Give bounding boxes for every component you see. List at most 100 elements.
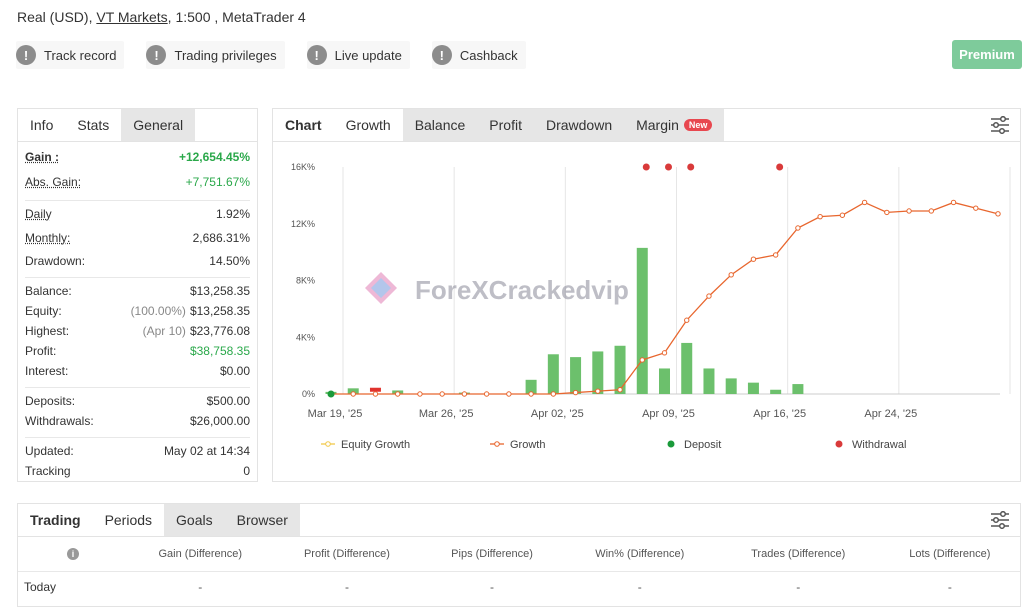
tab-margin[interactable]: Margin New (624, 109, 725, 141)
legend-label: Deposit (684, 439, 721, 451)
leverage: 1:500 (175, 9, 211, 25)
growth-point (639, 357, 645, 363)
col-lots: Lots (Difference) (879, 537, 1020, 572)
highest-label: Highest: (25, 324, 70, 338)
withdrawals-value: $26,000.00 (189, 414, 250, 428)
deposits-value: $500.00 (206, 394, 250, 408)
drawdown-value: 14.50% (209, 254, 250, 268)
withdrawal-marker (665, 163, 672, 171)
stats-list: Gain : +12,654.45% Abs. Gain: +7,751.67%… (18, 142, 257, 481)
growth-point (661, 350, 668, 356)
legend-label: Growth (510, 439, 545, 451)
tab-stats[interactable]: Stats (77, 117, 110, 133)
drawdown-label: Drawdown: (25, 254, 86, 268)
cashback-button[interactable]: ! Cashback (431, 41, 526, 69)
balance-label: Balance: (25, 284, 72, 298)
abs-gain-label[interactable]: Abs. Gain: (25, 175, 82, 189)
interest-label: Interest: (25, 364, 69, 378)
profit-row: Profit: $38,758.35 (25, 341, 250, 361)
deposits-row: Deposits: $500.00 (25, 391, 250, 411)
equity-note: (100.00%) (130, 304, 186, 318)
tab-general[interactable]: General (121, 109, 196, 141)
profit-bar (703, 368, 715, 394)
equity-label: Equity: (25, 304, 62, 318)
tab-growth[interactable]: Growth (345, 117, 391, 133)
growth-point (417, 391, 423, 397)
equity-amount: $13,258.35 (189, 304, 250, 318)
chart-tabs: Chart Growth Balance Profit Drawdown Mar… (273, 109, 1020, 142)
monthly-label[interactable]: Monthly: (25, 231, 71, 245)
profit-bar (747, 382, 759, 394)
watermark: ForeXCrackedvip (365, 272, 629, 305)
growth-point (395, 391, 401, 397)
gain-label[interactable]: Gain : (25, 150, 60, 164)
abs-gain-row: Abs. Gain: +7,751.67% (25, 172, 250, 192)
trading-panel: Trading Periods Goals Browser i Gain (Di… (17, 503, 1021, 607)
growth-point (884, 209, 890, 216)
daily-value: 1.92% (215, 207, 250, 221)
profit-label: Profit: (25, 344, 57, 358)
profit-bar (770, 389, 782, 394)
trading-tabs: Trading Periods Goals Browser (18, 504, 1020, 537)
profit-bar (347, 388, 359, 394)
growth-point (839, 212, 846, 218)
info-header: i (18, 537, 128, 572)
platform: MetaTrader 4 (222, 9, 306, 25)
growth-point (772, 252, 779, 258)
legend-swatch-point (325, 441, 331, 447)
divider (25, 277, 250, 278)
col-gain: Gain (Difference) (128, 537, 273, 572)
interest-row: Interest: $0.00 (25, 361, 250, 381)
premium-button[interactable]: Premium (952, 40, 1022, 69)
growth-chart[interactable]: 0% 4K% 8K% 12K% 16K% Mar 19, '25 Mar 26, '25 Ap… (273, 142, 1020, 481)
legend-swatch (835, 440, 843, 448)
profit-bar (614, 345, 626, 394)
tab-balance[interactable]: Balance (402, 109, 478, 141)
growth-point (750, 256, 757, 262)
x-tick-label: Apr 24, '25 (864, 408, 917, 420)
tab-periods[interactable]: Periods (104, 512, 153, 528)
account-summary: Real (USD), VT Markets, 1:500 , MetaTrad… (17, 9, 306, 25)
broker-link[interactable]: VT Markets (96, 9, 168, 25)
tab-margin-label: Margin (636, 117, 679, 133)
growth-point (684, 317, 690, 323)
live-update-button[interactable]: ! Live update (306, 41, 410, 69)
exclamation-icon: ! (16, 45, 36, 65)
exclamation-icon: ! (146, 45, 167, 65)
status-toolbar: ! Track record ! Trading privileges ! Li… (16, 41, 526, 69)
gain-row: Gain : +12,654.45% (25, 147, 250, 167)
track-record-button[interactable]: ! Track record (16, 41, 125, 69)
tab-goals[interactable]: Goals (164, 504, 225, 536)
growth-point (506, 391, 512, 397)
updated-label: Updated: (25, 444, 74, 458)
monthly-row: Monthly: 2,686.31% (25, 228, 250, 248)
tab-drawdown[interactable]: Drawdown (533, 109, 625, 141)
tab-browser[interactable]: Browser (224, 504, 300, 536)
tab-chart[interactable]: Chart (285, 117, 322, 133)
equity-row: Equity: (100.00%) $13,258.35 (25, 301, 250, 321)
growth-point (483, 391, 490, 397)
tab-profit[interactable]: Profit (477, 109, 534, 141)
sliders-icon[interactable] (990, 511, 1010, 529)
trading-privileges-button[interactable]: ! Trading privileges (146, 41, 285, 69)
account-type: Real (USD) (17, 9, 89, 25)
tab-trading[interactable]: Trading (30, 512, 81, 528)
sliders-icon[interactable] (990, 116, 1010, 134)
growth-point (950, 199, 957, 206)
growth-point (728, 272, 734, 278)
withdrawals-label: Withdrawals: (25, 414, 94, 428)
legend-label: Withdrawal (852, 439, 906, 451)
highest-row: Highest: (Apr 10) $23,776.08 (25, 321, 250, 341)
growth-point (861, 199, 868, 206)
profit-bar (547, 354, 559, 394)
table-cell: - (490, 580, 495, 595)
legend-label: Equity Growth (341, 439, 410, 451)
watermark-text: ForeXCrackedvip (415, 275, 629, 305)
daily-label[interactable]: Daily (25, 207, 52, 221)
growth-point (906, 208, 912, 214)
highest-note: (Apr 10) (142, 324, 186, 338)
tab-info[interactable]: Info (30, 117, 54, 133)
info-icon[interactable]: i (67, 547, 79, 560)
profit-bar (525, 379, 537, 394)
y-tick-label: 4K% (296, 332, 315, 342)
